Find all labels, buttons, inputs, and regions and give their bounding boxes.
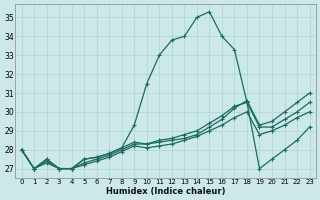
X-axis label: Humidex (Indice chaleur): Humidex (Indice chaleur) (106, 187, 225, 196)
